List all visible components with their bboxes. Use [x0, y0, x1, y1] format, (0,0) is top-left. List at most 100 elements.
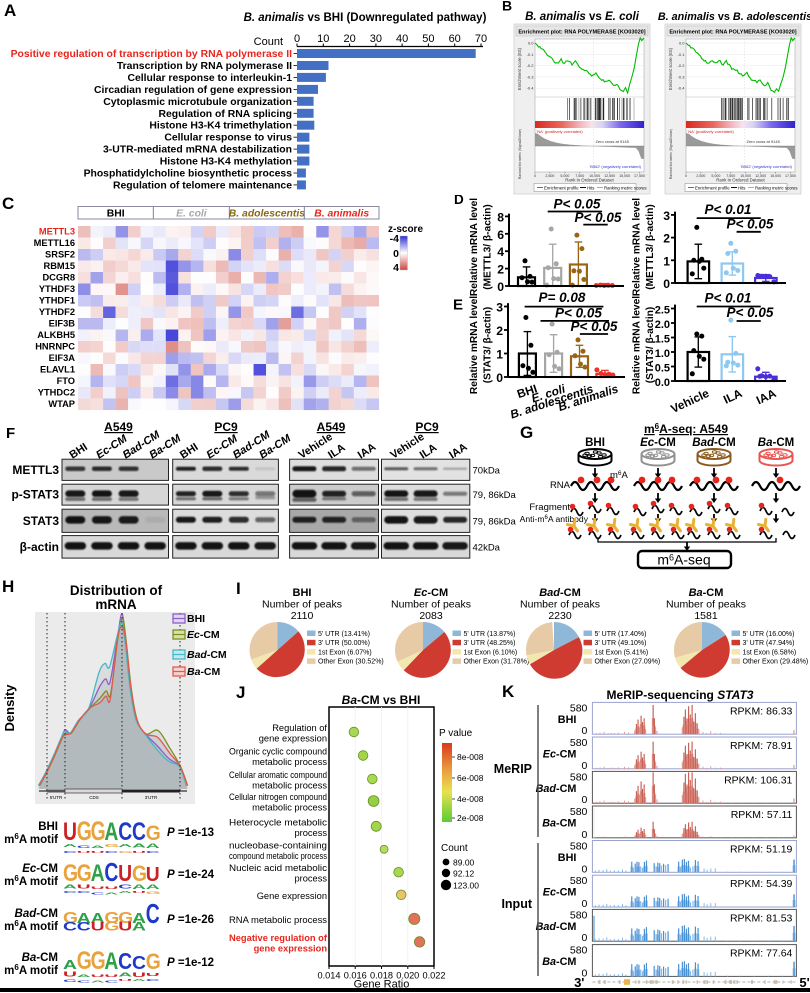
- svg-text:RNA metabolic process: RNA metabolic process: [229, 915, 327, 925]
- svg-text:ILA: ILA: [721, 386, 745, 407]
- svg-text:0.020: 0.020: [396, 971, 419, 981]
- svg-text:P= 0.08: P= 0.08: [539, 290, 586, 305]
- svg-text:A: A: [4, 1, 16, 20]
- svg-text:C: C: [118, 818, 132, 846]
- svg-text:Ranked list metric (Signal2Noi: Ranked list metric (Signal2Noise): [669, 129, 673, 179]
- svg-text:Ba-CM: Ba-CM: [22, 952, 58, 964]
- svg-text:B. animalis vs B. adolescentis: B. animalis vs B. adolescentis: [658, 11, 810, 23]
- svg-text:-0.1: -0.1: [678, 52, 686, 57]
- svg-text:BHI: BHI: [67, 441, 89, 461]
- svg-text:17,500: 17,500: [634, 174, 645, 178]
- svg-text:Ba-CM: Ba-CM: [542, 956, 576, 968]
- svg-text:C: C: [2, 195, 14, 213]
- svg-text:6e-008: 6e-008: [457, 773, 484, 783]
- svg-text:PC9: PC9: [415, 420, 439, 434]
- svg-text:2: 2: [497, 263, 504, 277]
- svg-text:60: 60: [449, 33, 461, 45]
- svg-text:P< 0.01: P< 0.01: [705, 291, 752, 306]
- svg-text:B. animalis: B. animalis: [314, 209, 369, 220]
- svg-text:G: G: [146, 950, 161, 974]
- svg-text:0: 0: [497, 280, 504, 294]
- svg-text:Relative mRNA level: Relative mRNA level: [632, 296, 643, 394]
- svg-text:RBM15: RBM15: [43, 261, 75, 271]
- svg-text:A: A: [132, 909, 147, 926]
- svg-text:Bad-CM: Bad-CM: [187, 649, 227, 661]
- svg-text:0: 0: [582, 863, 588, 875]
- svg-text:ILA: ILA: [418, 442, 439, 462]
- svg-text:DCGR8: DCGR8: [42, 273, 75, 283]
- svg-text:BHI: BHI: [585, 437, 605, 449]
- svg-text:3-UTR-mediated mRNA destabiliz: 3-UTR-mediated mRNA destabilization: [103, 145, 292, 156]
- svg-text:m6A motif: m6A motif: [4, 874, 58, 888]
- svg-text:ELAVL1: ELAVL1: [40, 365, 75, 375]
- svg-text:Ba-CM: Ba-CM: [542, 817, 576, 829]
- svg-text:RNA: RNA: [550, 480, 571, 491]
- svg-text:Enrichment profile: Enrichment profile: [695, 185, 730, 190]
- svg-text:G: G: [63, 859, 78, 887]
- svg-text:Cellular nitrogen compound: Cellular nitrogen compound: [229, 792, 327, 802]
- svg-text:2.0: 2.0: [655, 319, 670, 331]
- svg-text:Cytoplasmic microtubule organi: Cytoplasmic microtubule organization: [103, 97, 292, 108]
- svg-text:1st Exon (5.41%): 1st Exon (5.41%): [595, 649, 649, 656]
- svg-text:0: 0: [393, 248, 399, 260]
- svg-text:ALKBH5: ALKBH5: [37, 330, 75, 340]
- svg-text:10,000: 10,000: [589, 174, 600, 178]
- svg-text:(STAT3/ β-actin): (STAT3/ β-actin): [645, 307, 656, 384]
- svg-text:Positive regulation of transcr: Positive regulation of transcription by …: [11, 49, 292, 60]
- svg-text:A: A: [91, 980, 105, 983]
- svg-text:2110: 2110: [291, 610, 314, 622]
- svg-text:G: G: [63, 909, 78, 927]
- svg-text:-0.1: -0.1: [527, 52, 535, 57]
- svg-text:G: G: [104, 909, 119, 927]
- svg-text:P =1e-24: P =1e-24: [167, 869, 215, 881]
- svg-text:Phosphatidylcholine biosynthet: Phosphatidylcholine biosynthetic process: [84, 169, 293, 180]
- svg-text:IAA: IAA: [356, 441, 378, 461]
- svg-text:RPKM: 57.11: RPKM: 57.11: [731, 809, 793, 821]
- svg-text:(STAT3/ β-actin): (STAT3/ β-actin): [483, 307, 494, 384]
- svg-text:580: 580: [570, 806, 588, 818]
- svg-text:G: G: [146, 822, 161, 845]
- svg-text:compound metabolic process: compound metabolic process: [229, 851, 327, 861]
- svg-text:YTHDF3: YTHDF3: [39, 284, 75, 294]
- svg-text:6: 6: [497, 228, 504, 242]
- svg-text:EIF3A: EIF3A: [49, 353, 76, 363]
- svg-text:580: 580: [570, 841, 588, 853]
- svg-text:METTL3: METTL3: [12, 463, 59, 477]
- svg-text:RPKM: 77.64: RPKM: 77.64: [730, 948, 793, 960]
- svg-text:C: C: [104, 980, 118, 983]
- svg-text:Heterocycle metabolic: Heterocycle metabolic: [229, 817, 327, 827]
- svg-text:C: C: [118, 948, 132, 974]
- svg-text:1st Exon (6.10%): 1st Exon (6.10%): [464, 649, 518, 656]
- svg-text:0.022: 0.022: [423, 971, 446, 981]
- svg-text:G: G: [104, 843, 119, 848]
- svg-text:Bad-CM: Bad-CM: [536, 921, 577, 933]
- svg-text:Number of peaks: Number of peaks: [391, 599, 471, 611]
- svg-text:580: 580: [570, 737, 588, 749]
- svg-text:C: C: [77, 920, 91, 933]
- svg-text:FTO: FTO: [57, 376, 75, 386]
- svg-text:0: 0: [582, 794, 588, 806]
- svg-text:Cellular response to virus: Cellular response to virus: [164, 133, 292, 144]
- svg-text:nucleobase-containing: nucleobase-containing: [229, 840, 327, 850]
- svg-text:RPKM: 78.91: RPKM: 78.91: [730, 740, 793, 752]
- svg-text:2.5: 2.5: [655, 305, 670, 317]
- svg-text:Circadian regulation of gene e: Circadian regulation of gene expression: [94, 85, 292, 96]
- svg-text:U: U: [118, 920, 132, 934]
- svg-text:BHI: BHI: [558, 852, 577, 864]
- svg-text:A: A: [104, 892, 118, 895]
- svg-text:C: C: [63, 978, 77, 983]
- svg-text:U: U: [132, 890, 146, 893]
- svg-text:2,500: 2,500: [696, 174, 705, 178]
- svg-text:2: 2: [496, 324, 503, 338]
- svg-text:15,000: 15,000: [770, 174, 781, 178]
- svg-text:METTL16: METTL16: [34, 238, 75, 248]
- svg-text:(METTL3/ β-actin): (METTL3/ β-actin): [483, 204, 494, 289]
- svg-text:Hits: Hits: [587, 185, 594, 190]
- svg-text:A: A: [118, 890, 132, 893]
- svg-text:z-score: z-score: [388, 224, 423, 235]
- svg-text:0.0: 0.0: [528, 41, 534, 46]
- svg-text:'B562' (negatively correlated): 'B562' (negatively correlated): [589, 164, 641, 169]
- svg-text:E: E: [453, 297, 463, 314]
- svg-text:YTHDC2: YTHDC2: [38, 388, 75, 398]
- svg-text:G: G: [520, 423, 533, 442]
